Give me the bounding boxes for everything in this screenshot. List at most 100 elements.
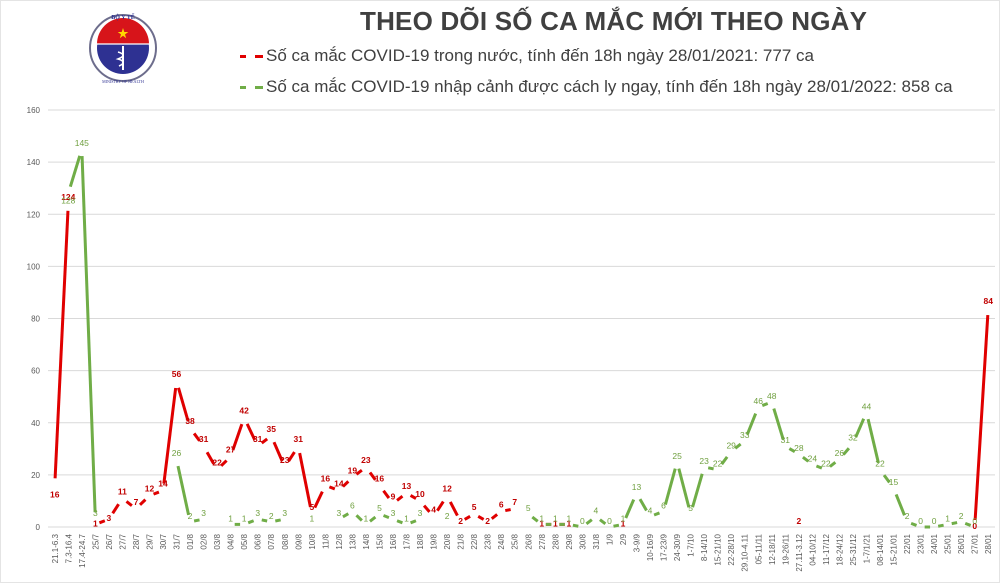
imported-data-label: 2 xyxy=(269,511,274,521)
legend-label-imported: Số ca mắc COVID-19 nhập cảnh được cách l… xyxy=(266,77,953,96)
imported-line-segment xyxy=(707,466,714,471)
y-tick-label: 80 xyxy=(31,315,40,324)
x-tick-label: 27/01 xyxy=(971,533,980,554)
domestic-line-segment xyxy=(382,489,391,499)
x-tick-label: 04/8 xyxy=(227,533,236,549)
x-tick-label: 15-21/10 xyxy=(714,533,723,565)
imported-data-label: 22 xyxy=(875,459,885,469)
domestic-line-segment xyxy=(328,485,336,491)
domestic-line-segment xyxy=(162,387,178,484)
domestic-line-segment xyxy=(490,513,499,520)
imported-data-label: 32 xyxy=(848,433,858,443)
x-tick-label: 8-14/10 xyxy=(700,533,709,561)
domestic-data-label: 7 xyxy=(512,497,517,507)
imported-data-label: 0 xyxy=(607,516,612,526)
domestic-data-label: 56 xyxy=(172,369,182,379)
imported-data-label: 0 xyxy=(972,516,977,526)
domestic-data-label: 38 xyxy=(185,416,195,426)
imported-data-label: 1 xyxy=(364,513,369,523)
legend-line-imported xyxy=(255,86,263,90)
imported-data-label: 31 xyxy=(781,435,791,445)
imported-data-label: 3 xyxy=(418,508,423,518)
imported-line-segment xyxy=(396,519,403,525)
domestic-data-label: 14 xyxy=(158,479,168,489)
imported-line-segment xyxy=(866,418,880,464)
domestic-data-label: 23 xyxy=(280,455,290,465)
domestic-data-label: 35 xyxy=(266,424,276,434)
x-tick-label: 1/9 xyxy=(605,533,614,545)
imported-data-label: 28 xyxy=(794,443,804,453)
domestic-line-segment xyxy=(463,515,471,521)
imported-data-label: 2 xyxy=(959,511,964,521)
x-tick-label: 3-9/9 xyxy=(632,533,641,552)
legend-item-imported: Số ca mắc COVID-19 nhập cảnh được cách l… xyxy=(240,77,953,97)
x-tick-label: 27/7 xyxy=(118,533,127,549)
imported-data-label: 4 xyxy=(648,506,653,516)
x-tick-label: 7.3-16.4 xyxy=(64,533,73,563)
x-tick-label: 15/8 xyxy=(375,533,384,549)
domestic-data-label: 1 xyxy=(93,518,98,528)
imported-data-label: 1 xyxy=(539,513,544,523)
x-tick-label: 23/01 xyxy=(917,533,926,554)
x-tick-label: 19-26/11 xyxy=(781,533,790,565)
x-tick-label: 04-10/12 xyxy=(808,533,817,565)
domestic-data-label: 11 xyxy=(118,486,127,496)
x-tick-label: 28/8 xyxy=(551,533,560,549)
svg-text:MINISTRY OF HEALTH: MINISTRY OF HEALTH xyxy=(102,79,144,84)
domestic-line-segment xyxy=(287,451,296,463)
imported-line-segment xyxy=(247,519,255,525)
imported-data-label: 13 xyxy=(632,482,642,492)
imported-line-segment xyxy=(355,514,363,522)
x-tick-label: 18/8 xyxy=(416,533,425,549)
domestic-data-label: 16 xyxy=(50,489,60,499)
imported-line-segment xyxy=(842,447,851,456)
imported-data-label: 22 xyxy=(713,459,723,469)
legend-marker-domestic xyxy=(240,55,246,59)
domestic-data-label: 2 xyxy=(485,516,490,526)
domestic-data-label: 5 xyxy=(309,502,314,512)
domestic-line-segment xyxy=(355,468,363,476)
imported-data-label: 128 xyxy=(61,195,75,205)
imported-line-segment xyxy=(382,514,390,520)
domestic-line-segment xyxy=(313,490,324,509)
y-tick-label: 20 xyxy=(31,471,40,480)
x-tick-label: 22/01 xyxy=(903,533,912,554)
x-tick-label: 05/8 xyxy=(240,533,249,549)
imported-line-segment xyxy=(734,442,742,450)
imported-line-segment xyxy=(815,464,823,470)
x-tick-label: 22-28/10 xyxy=(727,533,736,565)
domestic-data-label: 31 xyxy=(294,434,304,444)
x-tick-label: 31/8 xyxy=(592,533,601,549)
domestic-data-label: 5 xyxy=(472,502,477,512)
x-tick-label: 20/8 xyxy=(443,533,452,549)
imported-line-segment xyxy=(964,521,972,527)
domestic-line-segment xyxy=(98,519,106,525)
domestic-line-segment xyxy=(260,437,269,445)
imported-line-segment xyxy=(761,402,769,407)
x-tick-label: 30/7 xyxy=(159,533,168,549)
imported-line-segment xyxy=(720,455,729,466)
domestic-line-segment xyxy=(205,451,215,465)
svg-text:BỘ Y TẾ: BỘ Y TẾ xyxy=(111,13,134,21)
x-tick-label: 03/8 xyxy=(213,533,222,549)
imported-data-label: 23 xyxy=(699,456,709,466)
domestic-data-label: 14 xyxy=(334,479,344,489)
y-tick-label: 140 xyxy=(27,158,41,167)
x-tick-label: 24/01 xyxy=(930,533,939,554)
domestic-line-segment xyxy=(368,471,377,481)
imported-data-label: 44 xyxy=(862,401,872,411)
domestic-line-segment xyxy=(396,495,404,502)
x-tick-label: 26/8 xyxy=(524,533,533,549)
domestic-data-label: 7 xyxy=(134,497,139,507)
domestic-data-label: 19 xyxy=(348,465,358,475)
x-tick-label: 08/8 xyxy=(281,533,290,549)
imported-data-label: 3 xyxy=(391,508,396,518)
x-tick-label: 26/01 xyxy=(957,533,966,554)
x-tick-label: 14/8 xyxy=(362,533,371,549)
y-tick-label: 60 xyxy=(31,367,40,376)
imported-data-label: 26 xyxy=(835,448,845,458)
domestic-data-label: 13 xyxy=(402,481,412,491)
imported-data-label: 6 xyxy=(661,500,666,510)
domestic-data-label: 6 xyxy=(499,499,504,509)
y-tick-label: 100 xyxy=(27,262,41,271)
